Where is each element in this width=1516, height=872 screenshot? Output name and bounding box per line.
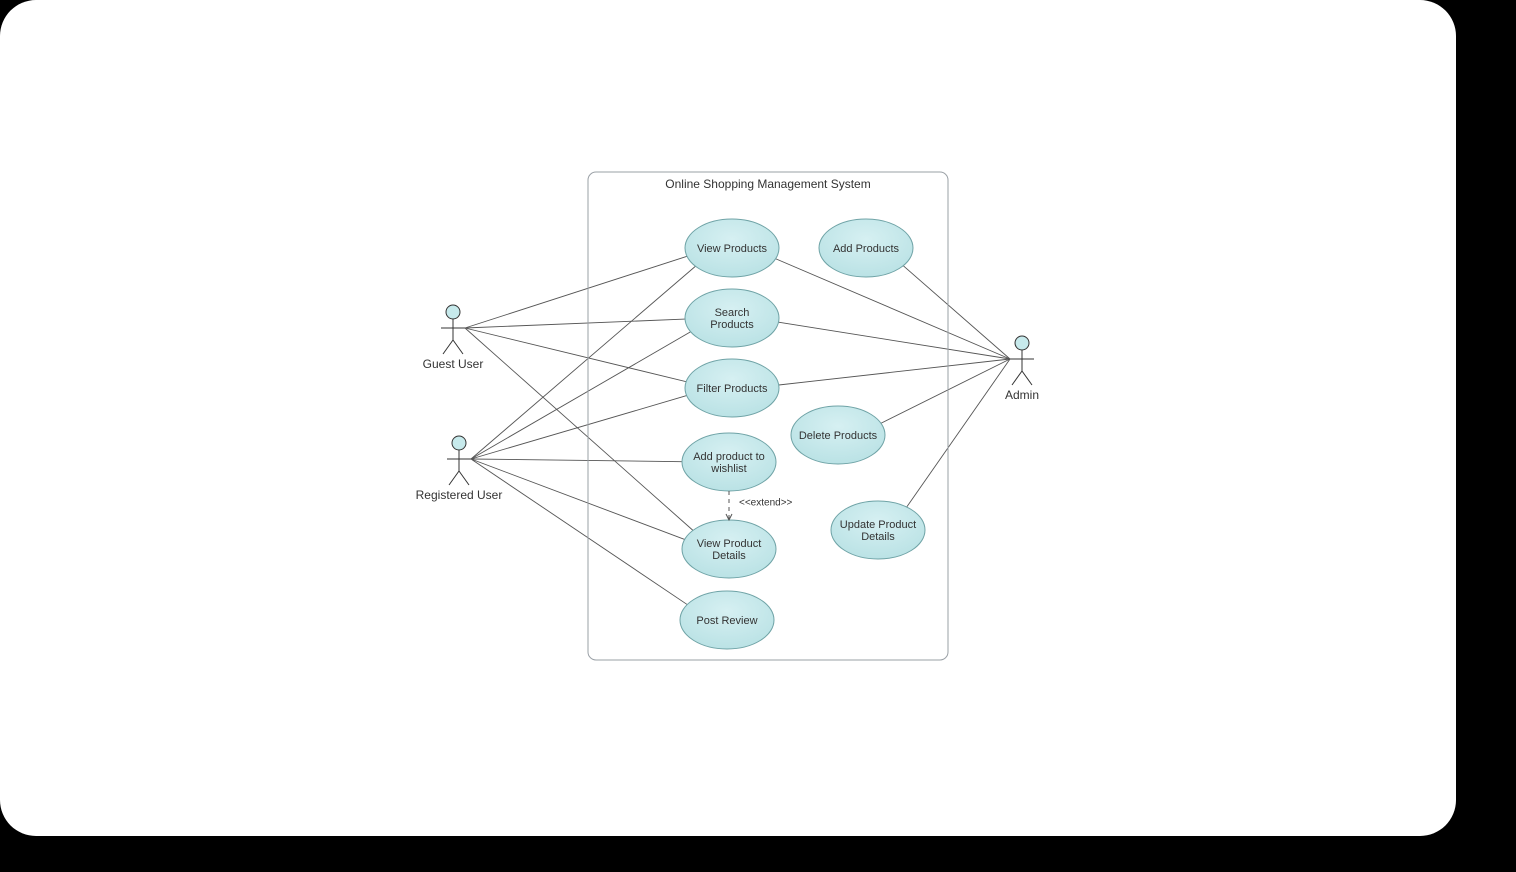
association-registered-filter (471, 396, 687, 459)
actor-head-icon (452, 436, 466, 450)
usecase-wish: Add product towishlist (682, 433, 776, 491)
association-guest-filter (465, 328, 686, 382)
usecase-review: Post Review (680, 591, 774, 649)
usecase-label-update-1: Details (861, 531, 895, 543)
actor-admin: Admin (1005, 336, 1039, 402)
actor-registered: Registered User (416, 436, 503, 502)
association-registered-search (471, 332, 691, 459)
usecase-label-update-0: Update Product (840, 519, 916, 531)
association-guest-search (465, 319, 685, 328)
association-guest-view (465, 256, 687, 328)
usecase-filter: Filter Products (685, 359, 779, 417)
usecase-update: Update ProductDetails (831, 501, 925, 559)
actor-head-icon (446, 305, 460, 319)
usecase-label-wish-1: wishlist (710, 463, 746, 475)
use-case-diagram-svg: Online Shopping Management System View P… (0, 0, 1456, 836)
usecase-label-filter: Filter Products (697, 383, 768, 395)
association-admin-view (776, 259, 1010, 359)
usecase-delete: Delete Products (791, 406, 885, 464)
usecase-details: View ProductDetails (682, 520, 776, 578)
association-registered-details (471, 459, 685, 539)
association-admin-update (907, 359, 1010, 507)
usecase-label-details-0: View Product (697, 538, 762, 550)
actor-guest: Guest User (423, 305, 484, 371)
actor-label-admin: Admin (1005, 388, 1039, 402)
actor-head-icon (1015, 336, 1029, 350)
association-admin-filter (779, 359, 1010, 385)
usecase-view: View Products (685, 219, 779, 277)
association-admin-search (778, 322, 1010, 359)
usecase-label-wish-0: Add product to (693, 451, 765, 463)
usecase-label-review: Post Review (696, 615, 757, 627)
actor-label-guest: Guest User (423, 357, 484, 371)
extend-label: <<extend>> (739, 498, 793, 509)
usecase-label-search-0: Search (715, 307, 750, 319)
system-boundary-title: Online Shopping Management System (665, 177, 870, 191)
association-registered-wish (471, 459, 682, 462)
usecase-search: SearchProducts (685, 289, 779, 347)
association-admin-delete (881, 359, 1010, 423)
actor-label-registered: Registered User (416, 488, 503, 502)
usecase-label-add: Add Products (833, 243, 900, 255)
diagram-canvas: Online Shopping Management System View P… (0, 0, 1456, 836)
usecase-add: Add Products (819, 219, 913, 277)
usecase-label-delete: Delete Products (799, 430, 878, 442)
usecase-label-details-1: Details (712, 550, 746, 562)
usecase-label-search-1: Products (710, 319, 754, 331)
usecase-label-view: View Products (697, 243, 768, 255)
association-registered-review (471, 459, 687, 605)
